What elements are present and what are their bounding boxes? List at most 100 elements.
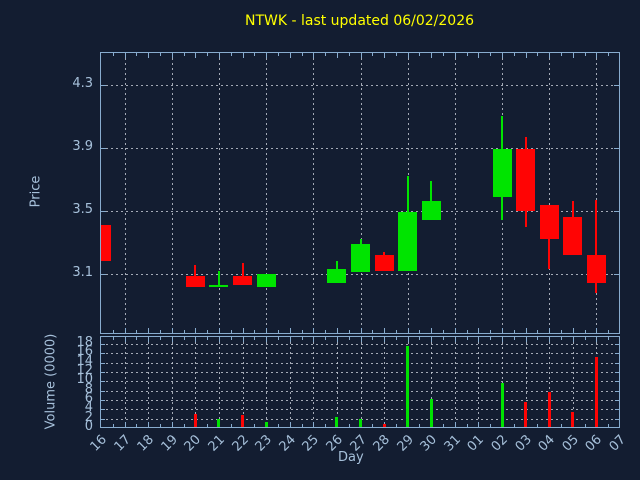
y-tick	[101, 372, 105, 373]
x-tick	[266, 53, 268, 58]
y-tick	[615, 344, 619, 345]
volume-vgridline	[525, 337, 527, 427]
price-tick-label-4.3: 4.3	[72, 75, 93, 91]
x-tick	[325, 53, 327, 56]
x-tick	[277, 53, 279, 56]
x-tick	[443, 330, 445, 333]
x-tick	[348, 53, 350, 56]
volume-hgridline	[101, 400, 619, 401]
price-tick-label-3.5: 3.5	[72, 201, 93, 217]
volume-bar-23	[264, 422, 268, 427]
volume-hgridline	[101, 353, 619, 355]
x-tick	[608, 330, 610, 333]
volume-vgridline	[313, 337, 315, 427]
y-tick	[101, 344, 105, 345]
x-tick	[266, 328, 268, 333]
x-tick	[136, 337, 138, 340]
y-tick	[614, 210, 619, 212]
x-tick	[537, 424, 539, 427]
x-tick	[348, 424, 350, 427]
day-tick-label-04: 04	[535, 432, 559, 455]
x-tick	[395, 424, 397, 427]
x-tick	[289, 53, 291, 58]
volume-vgridline	[171, 337, 173, 427]
volume-tick-label-0: 0	[84, 419, 93, 434]
x-tick	[490, 337, 492, 340]
candle-body-27	[351, 244, 370, 273]
volume-vgridline	[384, 337, 386, 427]
price-tick-label-3.9: 3.9	[72, 138, 93, 154]
price-vgridline	[360, 53, 362, 333]
day-tick-label-24: 24	[276, 432, 299, 455]
x-tick	[549, 53, 551, 58]
x-tick	[136, 53, 138, 56]
x-tick	[277, 424, 279, 427]
volume-tick-label-12: 12	[76, 363, 93, 378]
candle-body-02	[492, 149, 512, 197]
x-tick	[490, 424, 492, 427]
x-tick	[596, 53, 598, 58]
x-tick	[454, 422, 456, 427]
x-tick	[419, 53, 421, 56]
x-tick	[502, 328, 504, 333]
x-tick	[561, 330, 563, 333]
y-tick	[101, 147, 106, 149]
volume-vgridline	[502, 337, 504, 427]
x-tick	[525, 337, 527, 342]
x-tick	[336, 53, 338, 58]
x-tick	[112, 53, 114, 56]
y-tick	[615, 381, 619, 383]
x-tick	[384, 53, 386, 58]
x-tick	[230, 53, 232, 56]
x-tick	[277, 330, 279, 333]
x-tick	[596, 328, 598, 333]
day-tick-label-05: 05	[559, 432, 582, 455]
x-tick	[407, 337, 409, 342]
x-tick	[454, 328, 456, 333]
x-tick	[230, 337, 232, 340]
x-tick	[419, 424, 421, 427]
volume-vgridline	[431, 337, 433, 427]
day-tick-label-22: 22	[229, 432, 252, 455]
x-tick	[561, 53, 563, 56]
x-tick	[572, 53, 574, 58]
x-tick	[218, 328, 220, 333]
y-tick	[101, 210, 106, 212]
x-tick	[230, 330, 232, 333]
x-tick	[584, 53, 586, 56]
volume-plot-area	[100, 336, 620, 428]
candle-body-26	[327, 269, 347, 284]
volume-tick-label-16: 16	[76, 344, 93, 360]
day-tick-label-23: 23	[252, 432, 276, 455]
x-tick	[218, 337, 220, 342]
x-tick	[348, 330, 350, 333]
volume-vgridline	[218, 337, 220, 427]
day-tick-label-28: 28	[370, 432, 393, 455]
x-tick	[502, 337, 504, 342]
x-tick	[584, 337, 586, 340]
day-axis-label: Day	[338, 450, 364, 465]
volume-tick-label-2: 2	[84, 409, 93, 425]
x-tick	[513, 53, 515, 56]
x-tick	[171, 337, 173, 342]
x-tick	[313, 422, 315, 427]
x-tick	[218, 53, 220, 58]
day-tick-label-17: 17	[111, 432, 134, 455]
price-vgridline	[596, 53, 598, 333]
x-tick	[407, 53, 409, 58]
volume-bar-22	[241, 414, 245, 427]
volume-bar-26	[335, 416, 339, 427]
x-tick	[431, 337, 433, 342]
x-tick	[136, 330, 138, 333]
x-tick	[443, 337, 445, 340]
x-tick	[148, 53, 150, 58]
volume-vgridline	[266, 337, 268, 427]
y-tick	[101, 409, 105, 411]
x-tick	[513, 337, 515, 340]
x-tick	[478, 53, 480, 58]
x-tick	[549, 337, 551, 342]
x-tick	[572, 328, 574, 333]
candle-body-03	[516, 149, 536, 211]
x-tick	[159, 337, 161, 340]
candle-body-16	[101, 225, 111, 262]
